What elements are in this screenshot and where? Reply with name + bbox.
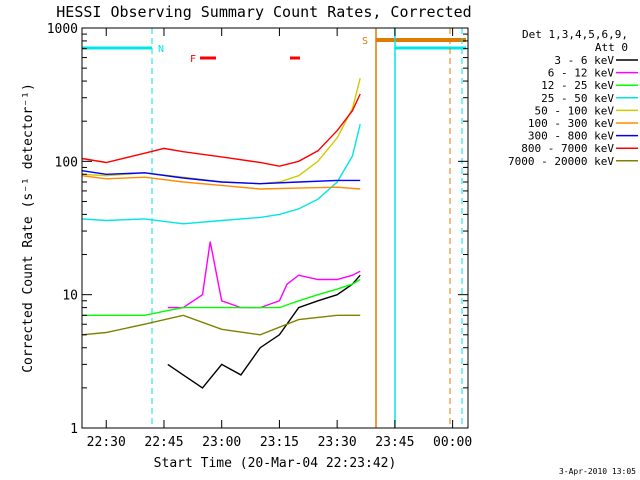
y-tick-label-2: 100 <box>55 155 78 170</box>
x-tick-label-6: 00:00 <box>433 435 472 450</box>
x-tick-label-0: 22:30 <box>87 435 126 450</box>
series-line-6 <box>81 170 361 185</box>
flag-label-f: F <box>190 54 196 65</box>
legend-label-7: 800 - 7000 keV <box>521 142 614 155</box>
series-line-2 <box>82 278 361 316</box>
legend-label-2: 12 - 25 keV <box>541 79 614 92</box>
flag-label-s: S <box>362 36 368 47</box>
y-axis: 1 10 100 1000 <box>47 22 468 437</box>
x-tick-label-4: 23:30 <box>318 435 357 450</box>
chart-title: HESSI Observing Summary Count Rates, Cor… <box>56 3 471 21</box>
x-tick-label-1: 22:45 <box>144 435 183 450</box>
x-tick-label-3: 23:15 <box>260 435 299 450</box>
flag-label-n: N <box>158 44 164 55</box>
x-tick-label-5: 23:45 <box>375 435 414 450</box>
legend-label-5: 100 - 300 keV <box>528 117 614 130</box>
legend-label-4: 50 - 100 keV <box>535 104 615 117</box>
legend-header-line-2: Att 0 <box>595 41 628 54</box>
series-line-4 <box>81 78 361 185</box>
series-line-7 <box>81 93 361 167</box>
series-line-1 <box>167 241 361 309</box>
x-axis-label: Start Time (20-Mar-04 22:23:42) <box>154 456 397 471</box>
y-axis-label: Corrected Count Rate (s⁻¹ detector⁻¹) <box>21 83 36 373</box>
x-axis: 22:30 22:45 23:00 23:15 23:30 23:45 00:00 <box>87 28 472 450</box>
legend-label-8: 7000 - 20000 keV <box>508 155 614 168</box>
series-line-8 <box>81 314 361 336</box>
y-tick-label-1: 10 <box>62 289 78 304</box>
legend-label-0: 3 - 6 keV <box>554 54 614 67</box>
legend-label-6: 300 - 800 keV <box>528 130 614 143</box>
legend-label-3: 25 - 50 keV <box>541 92 614 105</box>
series-line-0 <box>167 274 361 389</box>
series-layer <box>81 78 361 389</box>
y-tick-label-3: 1000 <box>47 22 78 37</box>
legend-header-line-1: Det 1,3,4,5,6,9, <box>522 28 628 41</box>
flag-bars: N F S <box>82 28 466 428</box>
series-line-3 <box>81 124 361 225</box>
y-tick-label-0: 1 <box>70 422 78 437</box>
plot-frame <box>81 27 469 429</box>
x-tick-label-2: 23:00 <box>202 435 241 450</box>
series-line-5 <box>81 175 361 190</box>
timestamp-footer: 3-Apr-2010 13:05 <box>559 467 636 476</box>
legend-label-1: 6 - 12 keV <box>548 67 615 80</box>
